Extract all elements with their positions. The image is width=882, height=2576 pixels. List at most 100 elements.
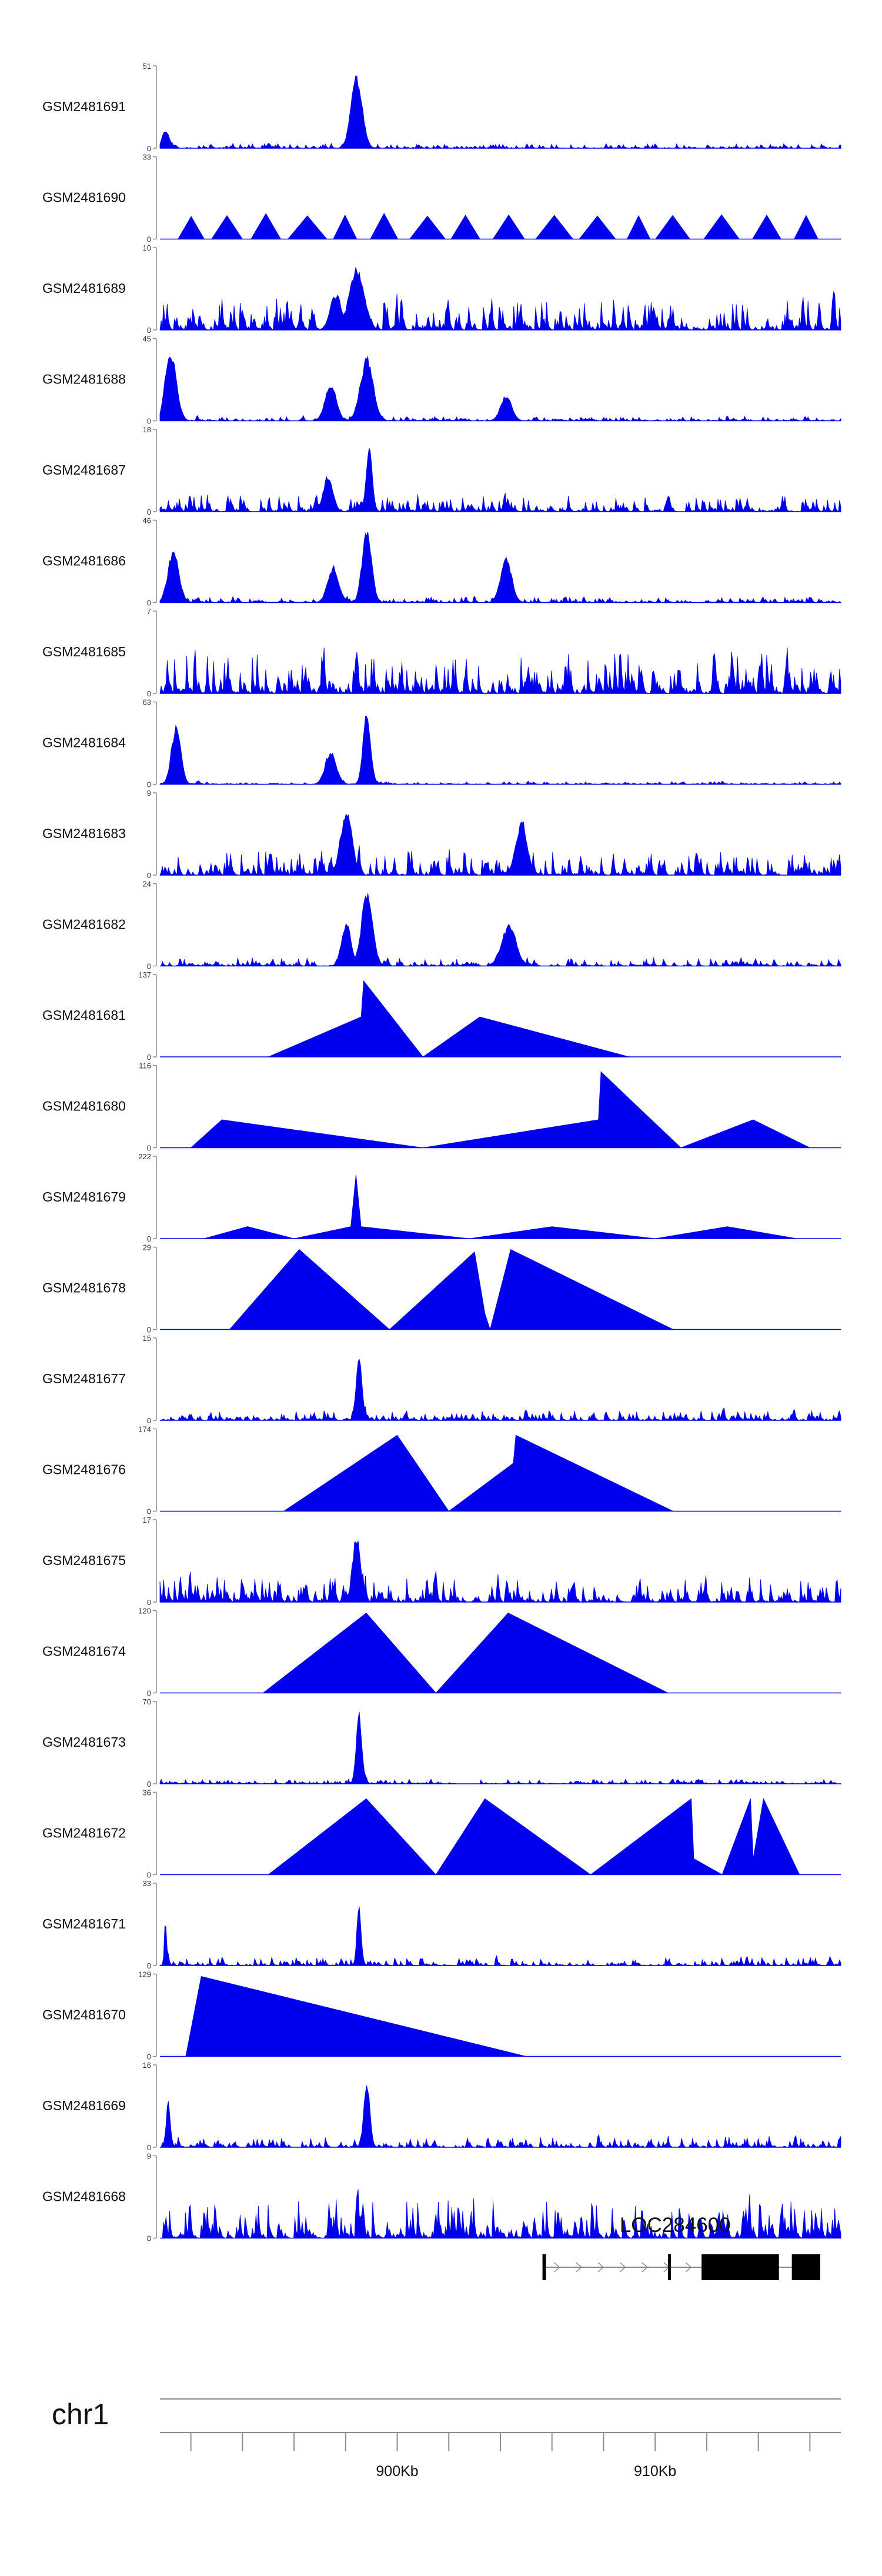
track-GSM2481689: GSM2481689 10 0 [42,243,841,335]
track-min-label: 0 [147,1144,151,1153]
track-min-label: 0 [147,2234,151,2243]
track-max-label: 9 [147,2152,151,2161]
track-min-label: 0 [147,326,151,335]
track-GSM2481679: GSM2481679 222 0 [42,1152,841,1243]
track-max-label: 116 [139,1062,151,1070]
coverage-area [159,1711,841,1784]
track-GSM2481674: GSM2481674 120 0 [42,1607,841,1698]
coverage-area [159,647,841,694]
chromosome-ticks: 900Kb 910Kb [190,2432,811,2480]
track-min-label: 0 [147,2143,151,2152]
coverage-area [159,447,841,512]
track-label: GSM2481683 [42,826,126,841]
track-GSM2481673: GSM2481673 70 0 [42,1697,841,1788]
track-GSM2481677: GSM2481677 15 0 [42,1334,841,1425]
strand-arrow [554,2262,560,2273]
coverage-area [159,1359,841,1421]
track-GSM2481686: GSM2481686 46 0 [42,516,841,608]
track-GSM2481672: GSM2481672 36 0 [42,1788,841,1880]
track-min-label: 0 [147,1780,151,1788]
track-max-label: 15 [143,1334,151,1343]
track-GSM2481680: GSM2481680 116 0 [42,1062,841,1153]
coverage-tracks: GSM2481691510GSM2481690330GSM2481689100G… [42,62,841,2243]
track-max-label: 63 [143,698,151,707]
coverage-area [159,2086,841,2148]
track-label: GSM2481688 [42,372,126,387]
track-label: GSM2481686 [42,553,126,569]
track-label: GSM2481669 [42,2098,126,2113]
coverage-area [160,2189,841,2238]
track-max-label: 137 [138,970,151,979]
track-label: GSM2481668 [42,2189,126,2204]
coverage-area [268,980,630,1057]
track-GSM2481691: GSM2481691 51 0 [42,62,841,153]
track-max-label: 10 [143,243,151,252]
track-label: GSM2481691 [42,99,126,114]
coverage-area [159,1540,841,1603]
track-label: GSM2481680 [42,1099,126,1114]
track-max-label: 70 [143,1697,151,1706]
track-GSM2481668: GSM2481668 9 0 [42,2152,841,2243]
coverage-area [159,355,841,421]
track-label: GSM2481671 [42,1916,126,1931]
track-min-label: 0 [147,235,151,244]
track-min-label: 0 [147,2053,151,2061]
strand-arrow [685,2262,692,2273]
strand-arrow [642,2262,648,2273]
track-min-label: 0 [147,1053,151,1062]
coverage-area [159,1907,841,1966]
track-min-label: 0 [147,962,151,971]
chromosome-axis: chr1 900Kb 910Kb [52,2398,841,2480]
track-label: GSM2481682 [42,917,126,932]
track-GSM2481675: GSM2481675 17 0 [42,1516,841,1607]
coverage-area [185,1976,526,2057]
track-label: GSM2481675 [42,1553,126,1568]
gene-exons [542,2254,820,2280]
coverage-area [159,813,841,876]
coverage-area [159,75,841,149]
chromosome-tick-label: 910Kb [634,2463,676,2480]
gene-exon [791,2254,820,2280]
coverage-area [159,267,841,331]
track-max-label: 24 [143,880,151,889]
coverage-area [159,531,841,603]
track-max-label: 33 [143,153,151,162]
track-min-label: 0 [147,1871,151,1880]
track-max-label: 129 [138,1970,151,1979]
track-min-label: 0 [147,1598,151,1607]
gene-label: LOC284600 [620,2214,731,2237]
track-min-label: 0 [147,599,151,608]
track-max-label: 16 [143,2061,151,2070]
track-min-label: 0 [147,1507,151,1516]
track-GSM2481669: GSM2481669 16 0 [42,2061,841,2152]
track-min-label: 0 [147,689,151,698]
coverage-area [178,212,824,239]
track-min-label: 0 [147,144,151,153]
coverage-area [283,1434,674,1512]
track-label: GSM2481679 [42,1189,126,1204]
track-label: GSM2481690 [42,190,126,205]
track-min-label: 0 [147,1961,151,1970]
track-max-label: 7 [147,607,151,616]
track-max-label: 29 [143,1243,151,1252]
track-label: GSM2481689 [42,281,126,296]
coverage-area [229,1249,674,1330]
strand-arrow [576,2262,582,2273]
track-GSM2481687: GSM2481687 18 0 [42,425,841,516]
track-GSM2481688: GSM2481688 45 0 [42,335,841,426]
track-min-label: 0 [147,1326,151,1334]
track-max-label: 51 [143,62,151,71]
track-max-label: 33 [143,1879,151,1888]
track-label: GSM2481674 [42,1644,126,1659]
track-GSM2481681: GSM2481681 137 0 [42,970,841,1062]
track-max-label: 174 [138,1425,151,1434]
track-label: GSM2481681 [42,1007,126,1023]
chromosome-tick-label: 900Kb [376,2463,418,2480]
track-GSM2481670: GSM2481670 129 0 [42,1970,841,2061]
track-min-label: 0 [147,1689,151,1698]
track-GSM2481676: GSM2481676 174 0 [42,1425,841,1516]
gene-strand-arrows [554,2262,692,2273]
coverage-area [268,1797,800,1876]
track-GSM2481683: GSM2481683 9 0 [42,789,841,880]
